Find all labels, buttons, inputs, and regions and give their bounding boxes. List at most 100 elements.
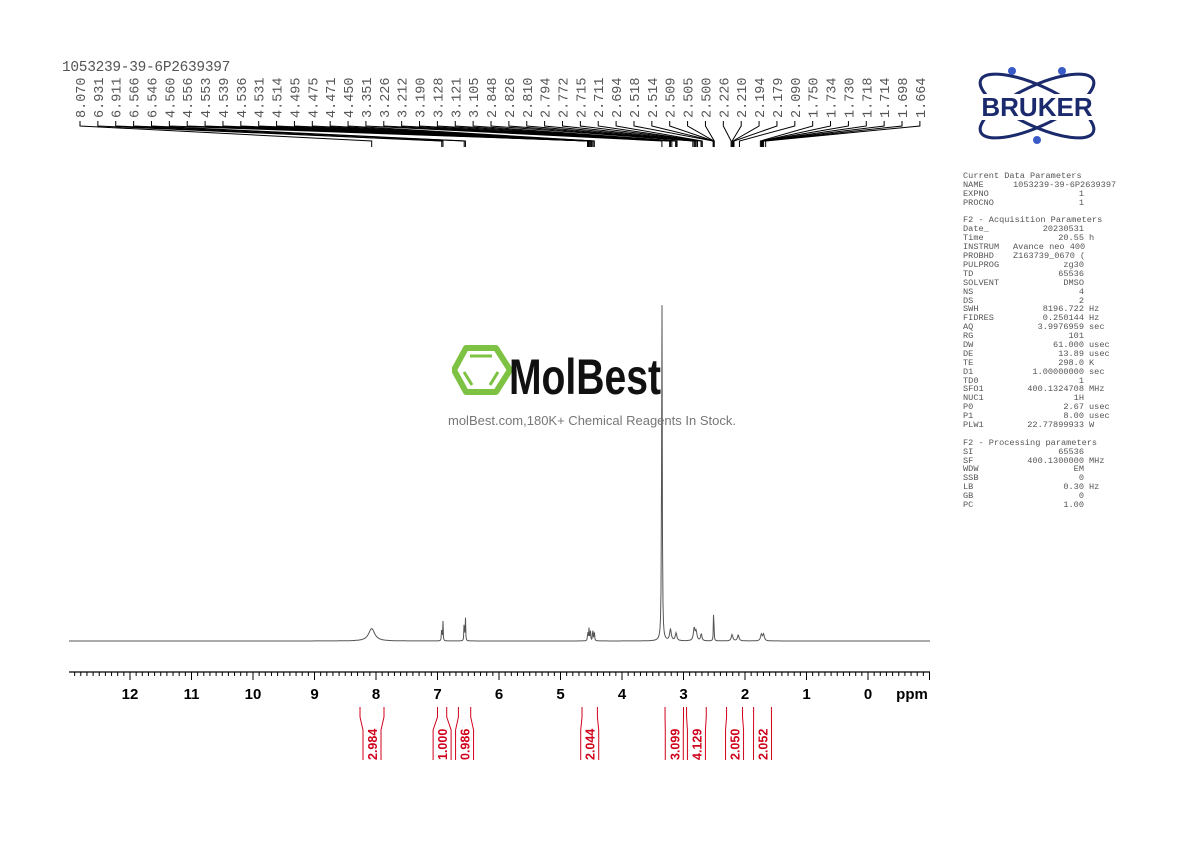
peak-label: 2.810: [522, 77, 537, 118]
parameter-unit: [1084, 181, 1089, 190]
peak-label: 2.500: [700, 77, 715, 118]
parameter-section-title: F2 - Processing parameters: [963, 437, 1098, 448]
parameter-value: 1H: [1073, 393, 1084, 404]
parameter-value: 0.250144: [1042, 313, 1084, 324]
parameter-name: SWH: [963, 304, 979, 315]
parameter-unit: [1084, 252, 1089, 261]
peak-leader-line: [347, 121, 595, 147]
parameter-value: 400.1324708: [1027, 384, 1084, 395]
peak-label: 6.546: [146, 77, 161, 118]
parameter-name: TD: [963, 268, 974, 279]
parameter-row: FIDRES 0.250144 Hz: [963, 314, 1110, 323]
peak-label: 3.190: [415, 77, 430, 118]
parameter-unit: Hz: [1089, 313, 1100, 324]
parameter-row: SFO1 400.1324708 MHz: [963, 385, 1110, 394]
parameter-row: Date_ 20230531: [963, 225, 1110, 234]
peak-leader-line: [731, 121, 742, 147]
peak-label: 4.514: [272, 77, 287, 118]
parameter-row: PROCNO 1: [963, 197, 1110, 208]
x-tick-label: 1: [802, 686, 810, 703]
integral-bracket: [432, 707, 452, 760]
parameter-name: DW: [963, 339, 974, 350]
parameter-value: 0: [1078, 491, 1084, 502]
parameter-value: Z163739_0670 (: [1013, 251, 1086, 262]
parameter-value: 2.67: [1063, 402, 1084, 413]
integral: 1.000: [432, 707, 452, 760]
parameter-value: 400.1300000: [1027, 455, 1084, 466]
parameter-value: 8.00: [1063, 411, 1084, 422]
integral-value: 2.052: [757, 729, 771, 760]
peak-leader-line: [762, 121, 885, 147]
x-tick-label: 10: [245, 686, 262, 703]
x-tick-label: 5: [556, 686, 564, 703]
peak-label: 3.351: [361, 77, 376, 118]
parameter-row: TD 65536: [963, 268, 1110, 279]
peak-leader-line: [544, 121, 697, 147]
peak-leader-line: [401, 121, 671, 147]
parameter-name: AQ: [963, 322, 974, 333]
parameter-unit: [1084, 279, 1089, 288]
peak-label: 1.730: [843, 77, 858, 118]
peak-label: 1.664: [915, 77, 930, 118]
peak-leader-line: [365, 121, 663, 147]
peak-label: 1.698: [897, 77, 912, 118]
peak-leader-line: [490, 121, 694, 147]
parameter-value: 61.000: [1053, 339, 1084, 350]
parameter-unit: sec: [1089, 366, 1105, 377]
integral-value: 0.986: [459, 729, 473, 760]
parameter-value: 298.0: [1058, 357, 1084, 368]
integral-bracket: [753, 707, 773, 760]
peak-leader-line: [704, 121, 715, 147]
integral-value: 3.099: [668, 729, 682, 760]
x-tick-label: 7: [433, 686, 441, 703]
parameter-unit: h: [1089, 233, 1095, 244]
peak-label: 4.450: [343, 77, 358, 118]
peak-label: 1.718: [861, 77, 876, 118]
peak-label: 3.212: [397, 77, 412, 118]
parameter-row: SWH 8196.722 Hz: [963, 305, 1110, 314]
peak-leader-line: [508, 121, 695, 147]
parameter-row: SOLVENT DMSO: [963, 278, 1110, 288]
parameter-unit: MHz: [1089, 455, 1105, 466]
peak-label: 4.560: [164, 77, 179, 118]
peak-label: 2.179: [772, 77, 787, 118]
peak-leader-line: [733, 121, 778, 147]
parameter-name: INSTRUM: [963, 242, 1000, 253]
molbest-logo-text: MolBest: [509, 349, 661, 402]
parameter-name: NS: [963, 286, 974, 297]
parameter-unit: [1084, 492, 1089, 501]
peak-label: 2.794: [540, 77, 555, 118]
peak-label: 2.194: [754, 77, 769, 118]
parameter-row: PULPROG zg30: [963, 261, 1110, 270]
parameter-unit: [1084, 288, 1089, 297]
parameter-value: 22.77899933: [1027, 419, 1084, 430]
integral: 2.044: [580, 707, 600, 760]
parameter-row: EXPNO 1: [963, 189, 1110, 199]
parameter-name: PROCNO: [963, 197, 994, 208]
parameter-section-title: F2 - Acquisition Parameters: [963, 215, 1103, 226]
peak-label: 4.471: [325, 77, 340, 118]
parameter-name: SFO1: [963, 384, 984, 395]
parameter-section: F2 - Acquisition Parameters Date_ 20230531…: [963, 216, 1110, 429]
parameter-name: P1: [963, 411, 974, 422]
peak-label: 4.556: [182, 77, 197, 118]
peak-leader-line: [761, 121, 849, 147]
x-axis-label: ppm: [896, 686, 928, 703]
parameter-section: F2 - Processing parameters SI 65536 SF 400.1…: [963, 437, 1110, 510]
integrals: 2.984 1.000 0.986 2.044 3.099 4.129 2.050 2.052: [359, 707, 773, 760]
peak-leader-line: [561, 121, 699, 147]
parameter-name: LB: [963, 482, 974, 493]
parameter-row: SSB 0: [963, 474, 1110, 483]
x-tick-label: 0: [864, 686, 872, 703]
peak-leader-line: [329, 121, 594, 147]
bruker-logo: BRUKER: [955, 62, 1120, 157]
parameter-name: NAME: [963, 179, 984, 190]
peak-label: 2.772: [557, 77, 572, 118]
peak-label: 2.711: [593, 77, 608, 118]
parameter-value: 1.00000000: [1032, 366, 1084, 377]
peak-label: 4.495: [289, 77, 304, 118]
parameter-unit: MHz: [1089, 384, 1105, 395]
integral-bracket: [580, 707, 600, 760]
parameter-unit: Hz: [1089, 304, 1100, 315]
parameter-row: SF 400.1300000 MHz: [963, 455, 1110, 466]
